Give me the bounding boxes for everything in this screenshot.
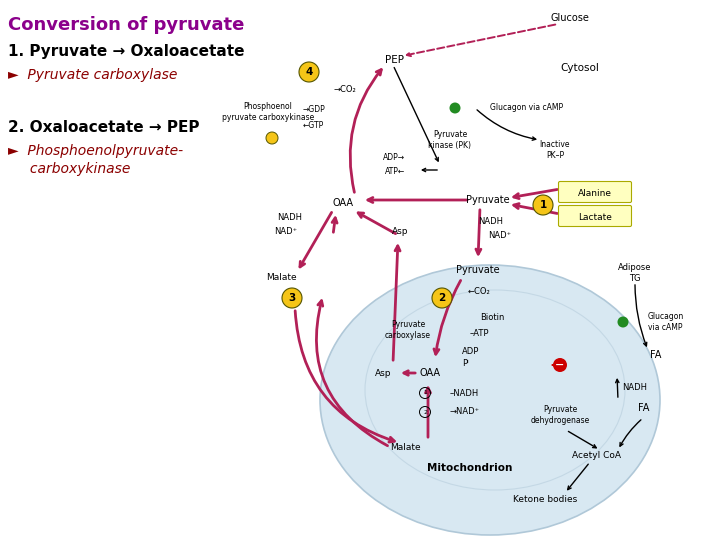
Text: Phosphoenol
pyruvate carboxykinase: Phosphoenol pyruvate carboxykinase — [222, 102, 314, 122]
Circle shape — [432, 288, 452, 308]
Text: ATP←: ATP← — [384, 167, 405, 177]
Circle shape — [299, 62, 319, 82]
Text: NADH: NADH — [478, 218, 503, 226]
Text: Pyruvate
kinase (PK): Pyruvate kinase (PK) — [428, 130, 472, 150]
Text: Biotin: Biotin — [480, 313, 505, 321]
Text: Acetyl CoA: Acetyl CoA — [572, 451, 621, 461]
Text: Pyruvate
carboxylase: Pyruvate carboxylase — [385, 320, 431, 340]
Text: Pyruvate: Pyruvate — [456, 265, 500, 275]
Text: −: − — [555, 360, 564, 370]
Circle shape — [533, 195, 553, 215]
Text: ►  Phosphoenolpyruvate-: ► Phosphoenolpyruvate- — [8, 144, 183, 158]
Text: Malate: Malate — [390, 442, 420, 451]
Text: ←GTP: ←GTP — [303, 120, 324, 130]
Text: 2. Oxaloacetate → PEP: 2. Oxaloacetate → PEP — [8, 120, 199, 135]
Text: NADH: NADH — [277, 213, 302, 222]
Circle shape — [282, 288, 302, 308]
FancyBboxPatch shape — [559, 181, 631, 202]
Text: Mitochondrion: Mitochondrion — [427, 463, 513, 473]
Text: Inactive
PK–P: Inactive PK–P — [540, 140, 570, 160]
Text: 1. Pyruvate → Oxaloacetate: 1. Pyruvate → Oxaloacetate — [8, 44, 245, 59]
Text: Glucagon via cAMP: Glucagon via cAMP — [490, 104, 563, 112]
Text: Pyruvate
dehydrogenase: Pyruvate dehydrogenase — [531, 406, 590, 424]
Text: i: i — [271, 133, 273, 143]
Text: 4: 4 — [305, 67, 312, 77]
Text: ►  Pyruvate carboxylase: ► Pyruvate carboxylase — [8, 68, 177, 82]
Text: 2: 2 — [423, 409, 427, 415]
Text: ←CO₂: ←CO₂ — [468, 287, 491, 295]
Text: Asp: Asp — [392, 227, 408, 237]
Text: →GDP: →GDP — [303, 105, 325, 114]
Text: carboxykinase: carboxykinase — [8, 162, 130, 176]
Text: Alanine: Alanine — [578, 188, 612, 198]
Text: FA: FA — [650, 350, 662, 360]
Text: 3: 3 — [289, 293, 296, 303]
Text: Asp: Asp — [374, 368, 391, 377]
Circle shape — [449, 103, 461, 113]
Text: NADH: NADH — [622, 383, 647, 393]
Text: Malate: Malate — [266, 273, 297, 282]
Text: →NAD⁺: →NAD⁺ — [450, 408, 480, 416]
Text: OAA: OAA — [420, 368, 441, 378]
Text: ADP: ADP — [462, 348, 480, 356]
FancyBboxPatch shape — [559, 206, 631, 226]
Text: PEP: PEP — [385, 55, 405, 65]
Text: OAA: OAA — [333, 198, 354, 208]
Text: Conversion of pyruvate: Conversion of pyruvate — [8, 16, 244, 34]
Text: Glucose: Glucose — [551, 13, 590, 23]
Text: ADP→: ADP→ — [383, 153, 405, 163]
Circle shape — [553, 358, 567, 372]
Text: NAD⁺: NAD⁺ — [488, 232, 511, 240]
Text: –ATP: –ATP — [470, 328, 490, 338]
Text: Adipose
TG: Adipose TG — [618, 264, 652, 283]
Text: 1: 1 — [539, 200, 546, 210]
Text: 2: 2 — [438, 293, 446, 303]
Text: –NADH: –NADH — [450, 388, 480, 397]
Text: Lactate: Lactate — [578, 213, 612, 221]
Circle shape — [618, 316, 629, 327]
Text: 1: 1 — [423, 390, 427, 395]
Text: Pᴵ: Pᴵ — [462, 360, 469, 368]
Ellipse shape — [320, 265, 660, 535]
Text: Glucagon
via cAMP: Glucagon via cAMP — [648, 312, 684, 332]
Text: Ketone bodies: Ketone bodies — [513, 496, 577, 504]
Text: →CO₂: →CO₂ — [333, 84, 356, 93]
Text: FA: FA — [638, 403, 649, 413]
Text: Cytosol: Cytosol — [561, 63, 600, 73]
Circle shape — [266, 132, 278, 144]
Text: Pyruvate: Pyruvate — [466, 195, 510, 205]
Text: NAD⁺: NAD⁺ — [274, 227, 297, 237]
